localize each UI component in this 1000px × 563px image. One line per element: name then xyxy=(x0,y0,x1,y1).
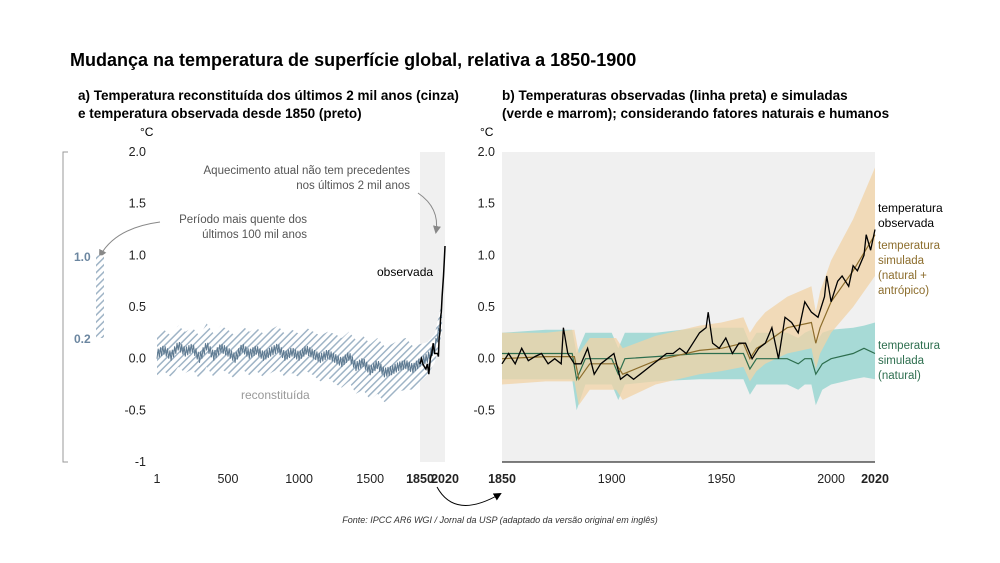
panel-b-ytick: 0.5 xyxy=(478,300,495,314)
legend-observada-line2: observada xyxy=(878,216,934,230)
panel-a-xtick: 1000 xyxy=(285,472,313,486)
panel-b-xtick: 1850 xyxy=(488,472,516,486)
panel-b-ytick: 0.0 xyxy=(478,352,495,366)
panel-b-xtick: 1900 xyxy=(598,472,626,486)
observada-line xyxy=(419,245,446,375)
panel-a-ytick: -1 xyxy=(135,455,146,469)
panel-b-title-line1: b) Temperaturas observadas (linha preta)… xyxy=(502,88,848,103)
warm-range-upper-label: 1.0 xyxy=(74,250,91,264)
panel-b-ytick: 1.0 xyxy=(478,248,495,262)
panel-a-ytick: 1.5 xyxy=(129,197,146,211)
legend-natural-line2: simulada xyxy=(878,355,925,367)
panel-a-title-line1: a) Temperatura reconstituída dos últimos… xyxy=(78,88,459,103)
panel-a-xtick: 1500 xyxy=(356,472,384,486)
label-observada: observada xyxy=(377,265,433,279)
legend-humana-line4: antrópico) xyxy=(878,285,929,297)
panel-a-xtick: 2020 xyxy=(431,472,459,486)
label-reconstituida: reconstituída xyxy=(241,388,310,402)
panel-b-xtick: 2020 xyxy=(861,472,889,486)
legend-humana-line3: (natural + xyxy=(878,270,927,282)
panel-a-ytick: 0.5 xyxy=(129,300,146,314)
page-title: Mudança na temperatura de superfície glo… xyxy=(70,50,637,70)
warm-range-lower-label: 0.2 xyxy=(74,332,91,346)
annotation-aquecimento-line1: Aquecimento atual não tem precedentes xyxy=(204,165,411,177)
annotation-periodo-line1: Período mais quente dos xyxy=(179,214,307,226)
panel-b-ylabel: °C xyxy=(480,125,494,139)
panel-b-ytick: 2.0 xyxy=(478,145,495,159)
panel-a-ytick: -0.5 xyxy=(124,403,146,417)
panel-b-xtick: 1950 xyxy=(708,472,736,486)
panel-a-ytick: 2.0 xyxy=(129,145,146,159)
legend-observada-line1: temperatura xyxy=(878,201,943,215)
panel-a-xtick: 500 xyxy=(218,472,239,486)
annotation-arrow-periodo xyxy=(99,221,161,258)
warm-period-range-bar xyxy=(96,255,104,338)
panel-a-xtick: 1 xyxy=(154,472,161,486)
legend-natural-line1: temperatura xyxy=(878,340,941,352)
observada-line xyxy=(501,229,876,381)
panel-b-ytick: 1.5 xyxy=(478,197,495,211)
panel-a-ytick: 1.0 xyxy=(129,248,146,262)
panel-b-ytick: -0.5 xyxy=(473,403,495,417)
panel-a-title: a) Temperatura reconstituída dos últimos… xyxy=(78,87,459,123)
simulada-natural-line xyxy=(502,347,876,382)
annotation-aquecimento-line2: nos últimos 2 mil anos xyxy=(296,180,410,192)
panel-a: 2.01.51.00.50.0-0.5-11 500 1000 1500 1850202… xyxy=(62,125,459,486)
panel-b-title-line2: (verde e marrom); considerando fatores n… xyxy=(502,106,890,121)
panel-a-ytick: 0.0 xyxy=(129,352,146,366)
legend-humana-line1: temperatura xyxy=(878,240,941,252)
reconstituida-uncertainty-band xyxy=(157,301,443,403)
range-bracket xyxy=(62,151,68,463)
human-uncertainty-band xyxy=(502,167,875,406)
connector-arrow xyxy=(436,486,502,506)
panel-a-xtick: 1850 xyxy=(406,472,434,486)
annotation-periodo-line2: últimos 100 mil anos xyxy=(202,229,307,241)
annotation-arrow-aquecimento xyxy=(417,192,441,234)
reconstituida-line xyxy=(156,316,443,378)
legend-humana-line2: simulada xyxy=(878,255,925,267)
source-note: Fonte: IPCC AR6 WGI / Jornal da USP (ada… xyxy=(342,515,658,525)
panel-a-ylabel: °C xyxy=(140,125,154,139)
panel-b-xtick: 2000 xyxy=(817,472,845,486)
panel-a-title-line2: e temperatura observada desde 1850 (pret… xyxy=(78,106,362,121)
panel-b-title: b) Temperaturas observadas (linha preta)… xyxy=(502,87,889,123)
legend-natural-line3: (natural) xyxy=(878,370,921,382)
